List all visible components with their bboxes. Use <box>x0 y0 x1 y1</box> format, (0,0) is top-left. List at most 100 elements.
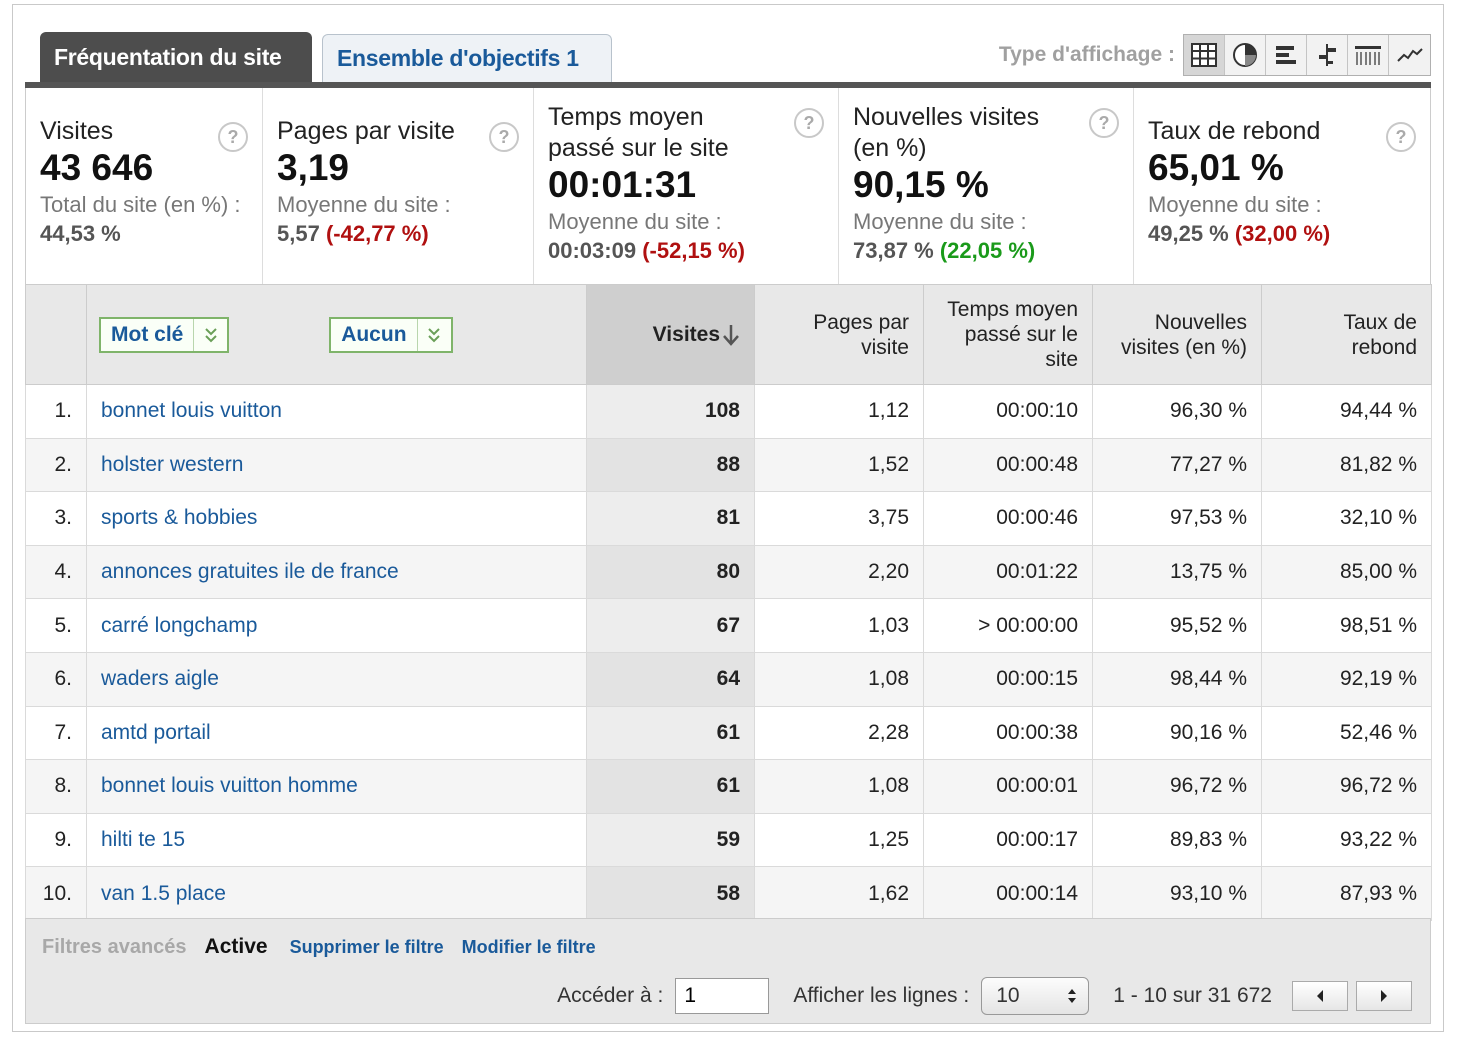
new-visits-cell: 96,30 % <box>1092 384 1262 439</box>
goto-input[interactable] <box>675 978 770 1014</box>
visits-cell: 59 <box>586 812 755 868</box>
primary-dimension-select[interactable]: Mot clé <box>99 316 230 353</box>
table-row: 8. bonnet louis vuitton homme 61 1,08 00:00:… <box>25 759 1432 814</box>
keyword-table: Mot clé Aucun Visites Pages par visite T <box>25 284 1432 921</box>
pages-per-visit-cell: 1,25 <box>754 812 924 868</box>
edit-filter-link[interactable]: Modifier le filtre <box>461 937 596 957</box>
keyword-link[interactable]: annonces gratuites ile de france <box>86 544 587 600</box>
tab-underline <box>25 82 1431 88</box>
help-icon[interactable]: ? <box>794 108 824 138</box>
secondary-dimension-select[interactable]: Aucun <box>329 316 453 353</box>
keyword-link[interactable]: waders aigle <box>86 651 587 707</box>
help-icon[interactable]: ? <box>1089 108 1119 138</box>
table-row: 10. van 1.5 place 58 1,62 00:00:14 93,10 % 87,… <box>25 866 1432 921</box>
keyword-link[interactable]: bonnet louis vuitton homme <box>86 759 587 814</box>
metric-bounce-rate: Taux de rebond 65,01 % Moyenne du site :… <box>1134 88 1430 284</box>
rows-per-page-value: 10 <box>996 984 1020 1007</box>
pivot-view-icon <box>1355 46 1381 65</box>
avg-time-cell: 00:00:10 <box>923 384 1093 439</box>
row-index: 10. <box>25 866 87 921</box>
table-footer: Filtres avancés Active Supprimer le filt… <box>25 918 1431 1024</box>
help-icon[interactable]: ? <box>1386 122 1416 152</box>
secondary-dimension-label: Aucun <box>341 323 407 346</box>
avg-time-header[interactable]: Temps moyen passé sur le site <box>923 284 1093 385</box>
pages-per-visit-cell: 1,62 <box>754 866 924 921</box>
filters-status: Active <box>204 935 268 958</box>
bounce-rate-cell: 98,51 % <box>1261 598 1432 653</box>
pages-per-visit-header[interactable]: Pages par visite <box>754 284 924 385</box>
pie-view-icon <box>1233 43 1257 67</box>
table-row: 2. holster western 88 1,52 00:00:48 77,27 % 81… <box>25 437 1432 493</box>
previous-page-button[interactable] <box>1292 981 1348 1011</box>
avg-time-cell: 00:00:46 <box>923 491 1093 546</box>
keyword-link[interactable]: van 1.5 place <box>86 866 587 921</box>
metric-visits-title: Visites <box>40 117 114 145</box>
pages-per-visit-cell: 3,75 <box>754 491 924 546</box>
filters-label: Filtres avancés <box>42 936 187 958</box>
bounce-rate-cell: 87,93 % <box>1261 866 1432 921</box>
table-row: 7. amtd portail 61 2,28 00:00:38 90,16 % 52,46… <box>25 705 1432 761</box>
metric-time-title: Temps moyen passé sur le site <box>548 103 729 162</box>
visits-header[interactable]: Visites <box>586 284 755 385</box>
keyword-link[interactable]: amtd portail <box>86 705 587 761</box>
visits-cell: 64 <box>586 651 755 707</box>
help-icon[interactable]: ? <box>218 122 248 152</box>
visits-cell: 61 <box>586 759 755 814</box>
metric-visits-sub-label: Total du site (en %) : <box>40 192 241 217</box>
rows-per-page-select[interactable]: 10 <box>981 977 1090 1015</box>
bar-view-button[interactable] <box>1266 35 1307 75</box>
pages-per-visit-cell: 1,03 <box>754 598 924 653</box>
metric-pages-sub: Moyenne du site : 5,57 (-42,77 %) <box>277 190 519 248</box>
row-index: 9. <box>25 812 87 868</box>
row-index: 3. <box>25 491 87 546</box>
display-type-label: Type d'affichage : <box>998 43 1175 66</box>
table-row: 3. sports & hobbies 81 3,75 00:00:46 97,53 % 3… <box>25 491 1432 546</box>
index-header <box>25 284 87 385</box>
keyword-link[interactable]: holster western <box>86 437 587 493</box>
pivot-view-button[interactable] <box>1348 35 1389 75</box>
metric-pages-delta: (-42,77 %) <box>325 221 429 246</box>
visits-cell: 88 <box>586 437 755 493</box>
keyword-link[interactable]: carré longchamp <box>86 598 587 653</box>
pages-per-visit-cell: 2,20 <box>754 544 924 600</box>
new-visits-header[interactable]: Nouvelles visites (en %) <box>1092 284 1262 385</box>
new-visits-cell: 97,53 % <box>1092 491 1262 546</box>
bounce-rate-cell: 96,72 % <box>1261 759 1432 814</box>
keyword-link[interactable]: hilti te 15 <box>86 812 587 868</box>
chevron-down-icon <box>416 318 451 351</box>
page-range: 1 - 10 sur 31 672 <box>1113 984 1272 1007</box>
new-visits-cell: 98,44 % <box>1092 651 1262 707</box>
new-visits-cell: 89,83 % <box>1092 812 1262 868</box>
summary-metrics: Visites 43 646 Total du site (en %) : 44… <box>25 88 1431 284</box>
row-index: 7. <box>25 705 87 761</box>
metric-time-sub: Moyenne du site : 00:03:09 (-52,15 %) <box>548 207 824 265</box>
table-view-icon <box>1191 43 1217 67</box>
remove-filter-link[interactable]: Supprimer le filtre <box>289 937 444 957</box>
next-page-button[interactable] <box>1356 981 1412 1011</box>
row-index: 2. <box>25 437 87 493</box>
metric-bounce-delta: (32,00 %) <box>1234 221 1331 246</box>
tab-site-usage[interactable]: Fréquentation du site <box>40 32 312 84</box>
pie-view-button[interactable] <box>1225 35 1266 75</box>
bounce-rate-header[interactable]: Taux de rebond <box>1261 284 1432 385</box>
keyword-link[interactable]: sports & hobbies <box>86 491 587 546</box>
visits-cell: 58 <box>586 866 755 921</box>
avg-time-cell: 00:00:48 <box>923 437 1093 493</box>
table-view-button[interactable] <box>1184 35 1225 75</box>
avg-time-cell: 00:00:14 <box>923 866 1093 921</box>
trend-view-button[interactable] <box>1389 35 1430 75</box>
bar-view-icon <box>1276 46 1296 64</box>
bounce-rate-cell: 32,10 % <box>1261 491 1432 546</box>
avg-time-cell: 00:01:22 <box>923 544 1093 600</box>
row-index: 1. <box>25 384 87 439</box>
visits-cell: 80 <box>586 544 755 600</box>
tab-goal-set-1[interactable]: Ensemble d'objectifs 1 <box>322 34 612 84</box>
metric-new-visits: Nouvelles visites (en %) 90,15 % Moyenne… <box>839 88 1134 284</box>
keyword-link[interactable]: bonnet louis vuitton <box>86 384 587 439</box>
visits-header-label: Visites <box>652 323 720 346</box>
metric-time-sub-label: Moyenne du site : <box>548 209 722 234</box>
help-icon[interactable]: ? <box>489 122 519 152</box>
comparison-view-button[interactable] <box>1307 35 1348 75</box>
metric-new-avg: 73,87 % <box>853 238 934 263</box>
table-header-row: Mot clé Aucun Visites Pages par visite T <box>25 284 1432 385</box>
